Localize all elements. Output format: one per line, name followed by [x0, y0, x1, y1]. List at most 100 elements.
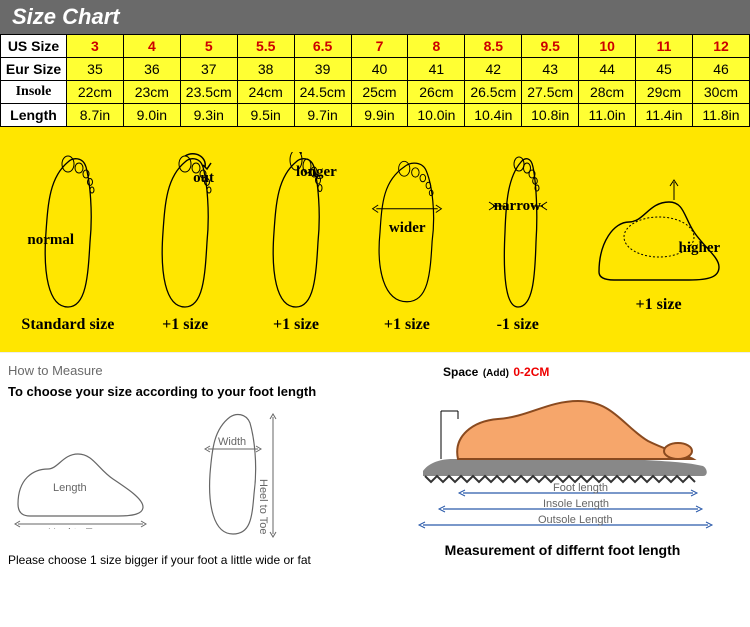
space-value: 0-2CM: [513, 365, 549, 379]
shape-narrow: narrow -1 size: [478, 152, 558, 334]
cell: 9.7in: [294, 104, 351, 127]
howto-diagram: Length Heel to Toe Width Heel to Toe: [8, 409, 367, 539]
cell: 10.8in: [522, 104, 579, 127]
cell: 43: [522, 58, 579, 81]
size-chart-table: US Size 3 4 5 5.5 6.5 7 8 8.5 9.5 10 11 …: [0, 34, 750, 127]
annot-normal: normal: [27, 232, 74, 249]
cell: 28cm: [579, 81, 636, 104]
cell: 7: [351, 35, 408, 58]
cell: 45: [636, 58, 693, 81]
heel-toe-label-v: Heel to Toe: [257, 479, 269, 534]
shape-longer: longer +1 size: [256, 152, 336, 334]
cell: 23.5cm: [180, 81, 237, 104]
cell: 11.4in: [636, 104, 693, 127]
cell: 6.5: [294, 35, 351, 58]
howto-title: How to Measure: [8, 363, 367, 378]
cell: 8.5: [465, 35, 522, 58]
cell: 26cm: [408, 81, 465, 104]
howto-subtitle: To choose your size according to your fo…: [8, 384, 367, 399]
row-label-length: Length: [1, 104, 67, 127]
cell: 11.0in: [579, 104, 636, 127]
howto-note: Please choose 1 size bigger if your foot…: [8, 553, 367, 567]
cell: 27.5cm: [522, 81, 579, 104]
header-bar: Size Chart: [0, 0, 750, 34]
cell: 4: [123, 35, 180, 58]
caption: -1 size: [497, 316, 539, 334]
shape-out: out +1 size: [145, 152, 225, 334]
cell: 8.7in: [67, 104, 124, 127]
cell: 38: [237, 58, 294, 81]
howto-right: Space (Add) 0-2CM Foot length Insole Len…: [375, 353, 750, 577]
cell: 9.3in: [180, 104, 237, 127]
cell: 42: [465, 58, 522, 81]
shape-higher: higher +1 size: [589, 172, 729, 314]
annot-higher: higher: [679, 240, 721, 257]
row-label-us: US Size: [1, 35, 67, 58]
annot-wider: wider: [389, 220, 426, 237]
cell: 22cm: [67, 81, 124, 104]
cell: 5.5: [237, 35, 294, 58]
space-label: Space: [443, 365, 478, 379]
cell: 11: [636, 35, 693, 58]
cell: 9.0in: [123, 104, 180, 127]
cell: 30cm: [692, 81, 749, 104]
cell: 5: [180, 35, 237, 58]
cell: 9.5: [522, 35, 579, 58]
outsole-length-label: Outsole Length: [538, 514, 613, 526]
shape-normal: normal Standard size: [21, 152, 114, 334]
caption: +1 size: [162, 316, 208, 334]
page-title: Size Chart: [12, 4, 120, 30]
cell: 46: [692, 58, 749, 81]
row-label-insole: Insole: [1, 81, 67, 104]
cell: 23cm: [123, 81, 180, 104]
cell: 36: [123, 58, 180, 81]
how-to-measure-panel: How to Measure To choose your size accor…: [0, 352, 750, 577]
cell: 24.5cm: [294, 81, 351, 104]
cell: 35: [67, 58, 124, 81]
width-label: Width: [218, 436, 246, 448]
table-row-length: Length 8.7in 9.0in 9.3in 9.5in 9.7in 9.9…: [1, 104, 750, 127]
annot-out: out: [193, 170, 214, 187]
cell: 8: [408, 35, 465, 58]
cell: 9.9in: [351, 104, 408, 127]
caption: +1 size: [273, 316, 319, 334]
shape-wider: wider +1 size: [367, 152, 447, 334]
space-add: (Add): [483, 368, 509, 379]
length-label: Length: [53, 482, 87, 494]
cell: 24cm: [237, 81, 294, 104]
cell: 10.4in: [465, 104, 522, 127]
cell: 29cm: [636, 81, 693, 104]
cell: 12: [692, 35, 749, 58]
insole-length-label: Insole Length: [543, 498, 609, 510]
table-row-insole: Insole 22cm 23cm 23.5cm 24cm 24.5cm 25cm…: [1, 81, 750, 104]
annot-narrow: narrow: [494, 198, 541, 215]
cell: 41: [408, 58, 465, 81]
cell: 3: [67, 35, 124, 58]
cell: 25cm: [351, 81, 408, 104]
cell: 26.5cm: [465, 81, 522, 104]
cell: 40: [351, 58, 408, 81]
cell: 39: [294, 58, 351, 81]
measurement-caption: Measurement of differnt foot length: [445, 542, 681, 558]
cell: 10: [579, 35, 636, 58]
foot-length-label: Foot length: [553, 482, 608, 494]
foot-sole-diagram-icon: Width Heel to Toe: [178, 409, 288, 539]
annot-longer: longer: [296, 164, 337, 181]
row-label-eur: Eur Size: [1, 58, 67, 81]
foot-side-diagram-icon: Length Heel to Toe: [8, 419, 158, 529]
heel-toe-label: Heel to Toe: [48, 527, 103, 529]
shoe-measurement-icon: Foot length Insole Length Outsole Length: [403, 381, 723, 536]
caption: Standard size: [21, 316, 114, 334]
caption: +1 size: [636, 296, 682, 314]
table-row-eur: Eur Size 35 36 37 38 39 40 41 42 43 44 4…: [1, 58, 750, 81]
howto-left: How to Measure To choose your size accor…: [0, 353, 375, 577]
cell: 44: [579, 58, 636, 81]
cell: 9.5in: [237, 104, 294, 127]
cell: 10.0in: [408, 104, 465, 127]
cell: 37: [180, 58, 237, 81]
foot-side-icon: [589, 172, 729, 292]
table-row-us: US Size 3 4 5 5.5 6.5 7 8 8.5 9.5 10 11 …: [1, 35, 750, 58]
cell: 11.8in: [692, 104, 749, 127]
caption: +1 size: [384, 316, 430, 334]
foot-shapes-panel: normal Standard size out +1 size longer …: [0, 127, 750, 352]
